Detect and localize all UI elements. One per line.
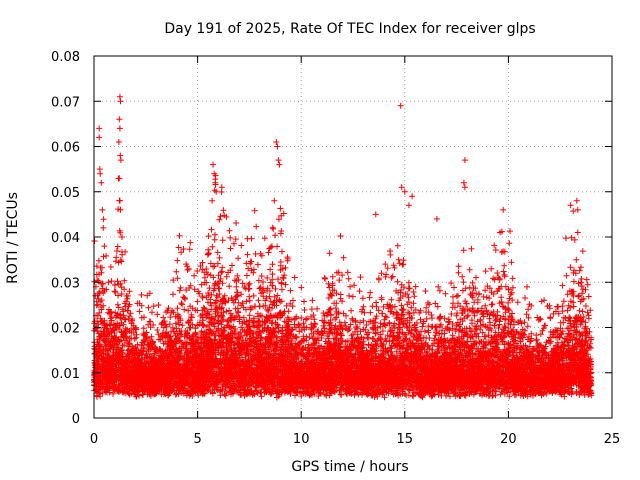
x-tick-label: 0 [90, 432, 98, 447]
scatter-points [91, 93, 595, 401]
y-tick-label: 0.03 [51, 276, 80, 291]
y-tick-label: 0.08 [51, 50, 80, 65]
y-axis-title: ROTI / TECUs [5, 192, 21, 284]
x-axis-title: GPS time / hours [291, 459, 408, 475]
y-tick-label: 0.02 [51, 322, 80, 337]
x-tick-label: 25 [604, 432, 621, 447]
x-tick-label: 15 [397, 432, 414, 447]
x-tick-label: 5 [193, 432, 201, 447]
y-tick-label: 0 [72, 412, 80, 427]
y-tick-label: 0.01 [51, 367, 80, 382]
x-tick-label: 10 [293, 432, 310, 447]
x-tick-label: 20 [500, 432, 517, 447]
y-tick-label: 0.04 [51, 231, 80, 246]
y-tick-label: 0.06 [51, 141, 80, 156]
axes [93, 55, 613, 419]
y-tick-label: 0.07 [51, 95, 80, 110]
grid-lines [94, 56, 612, 418]
y-tick-labels: 0 0.01 0.02 0.03 0.04 0.05 0.06 0.07 0.08 [51, 50, 80, 427]
y-tick-label: 0.05 [51, 186, 80, 201]
chart-title: Day 191 of 2025, Rate Of TEC Index for r… [164, 21, 535, 37]
scatter-markers [91, 93, 595, 401]
x-tick-labels: 0 5 10 15 20 25 [90, 432, 620, 447]
